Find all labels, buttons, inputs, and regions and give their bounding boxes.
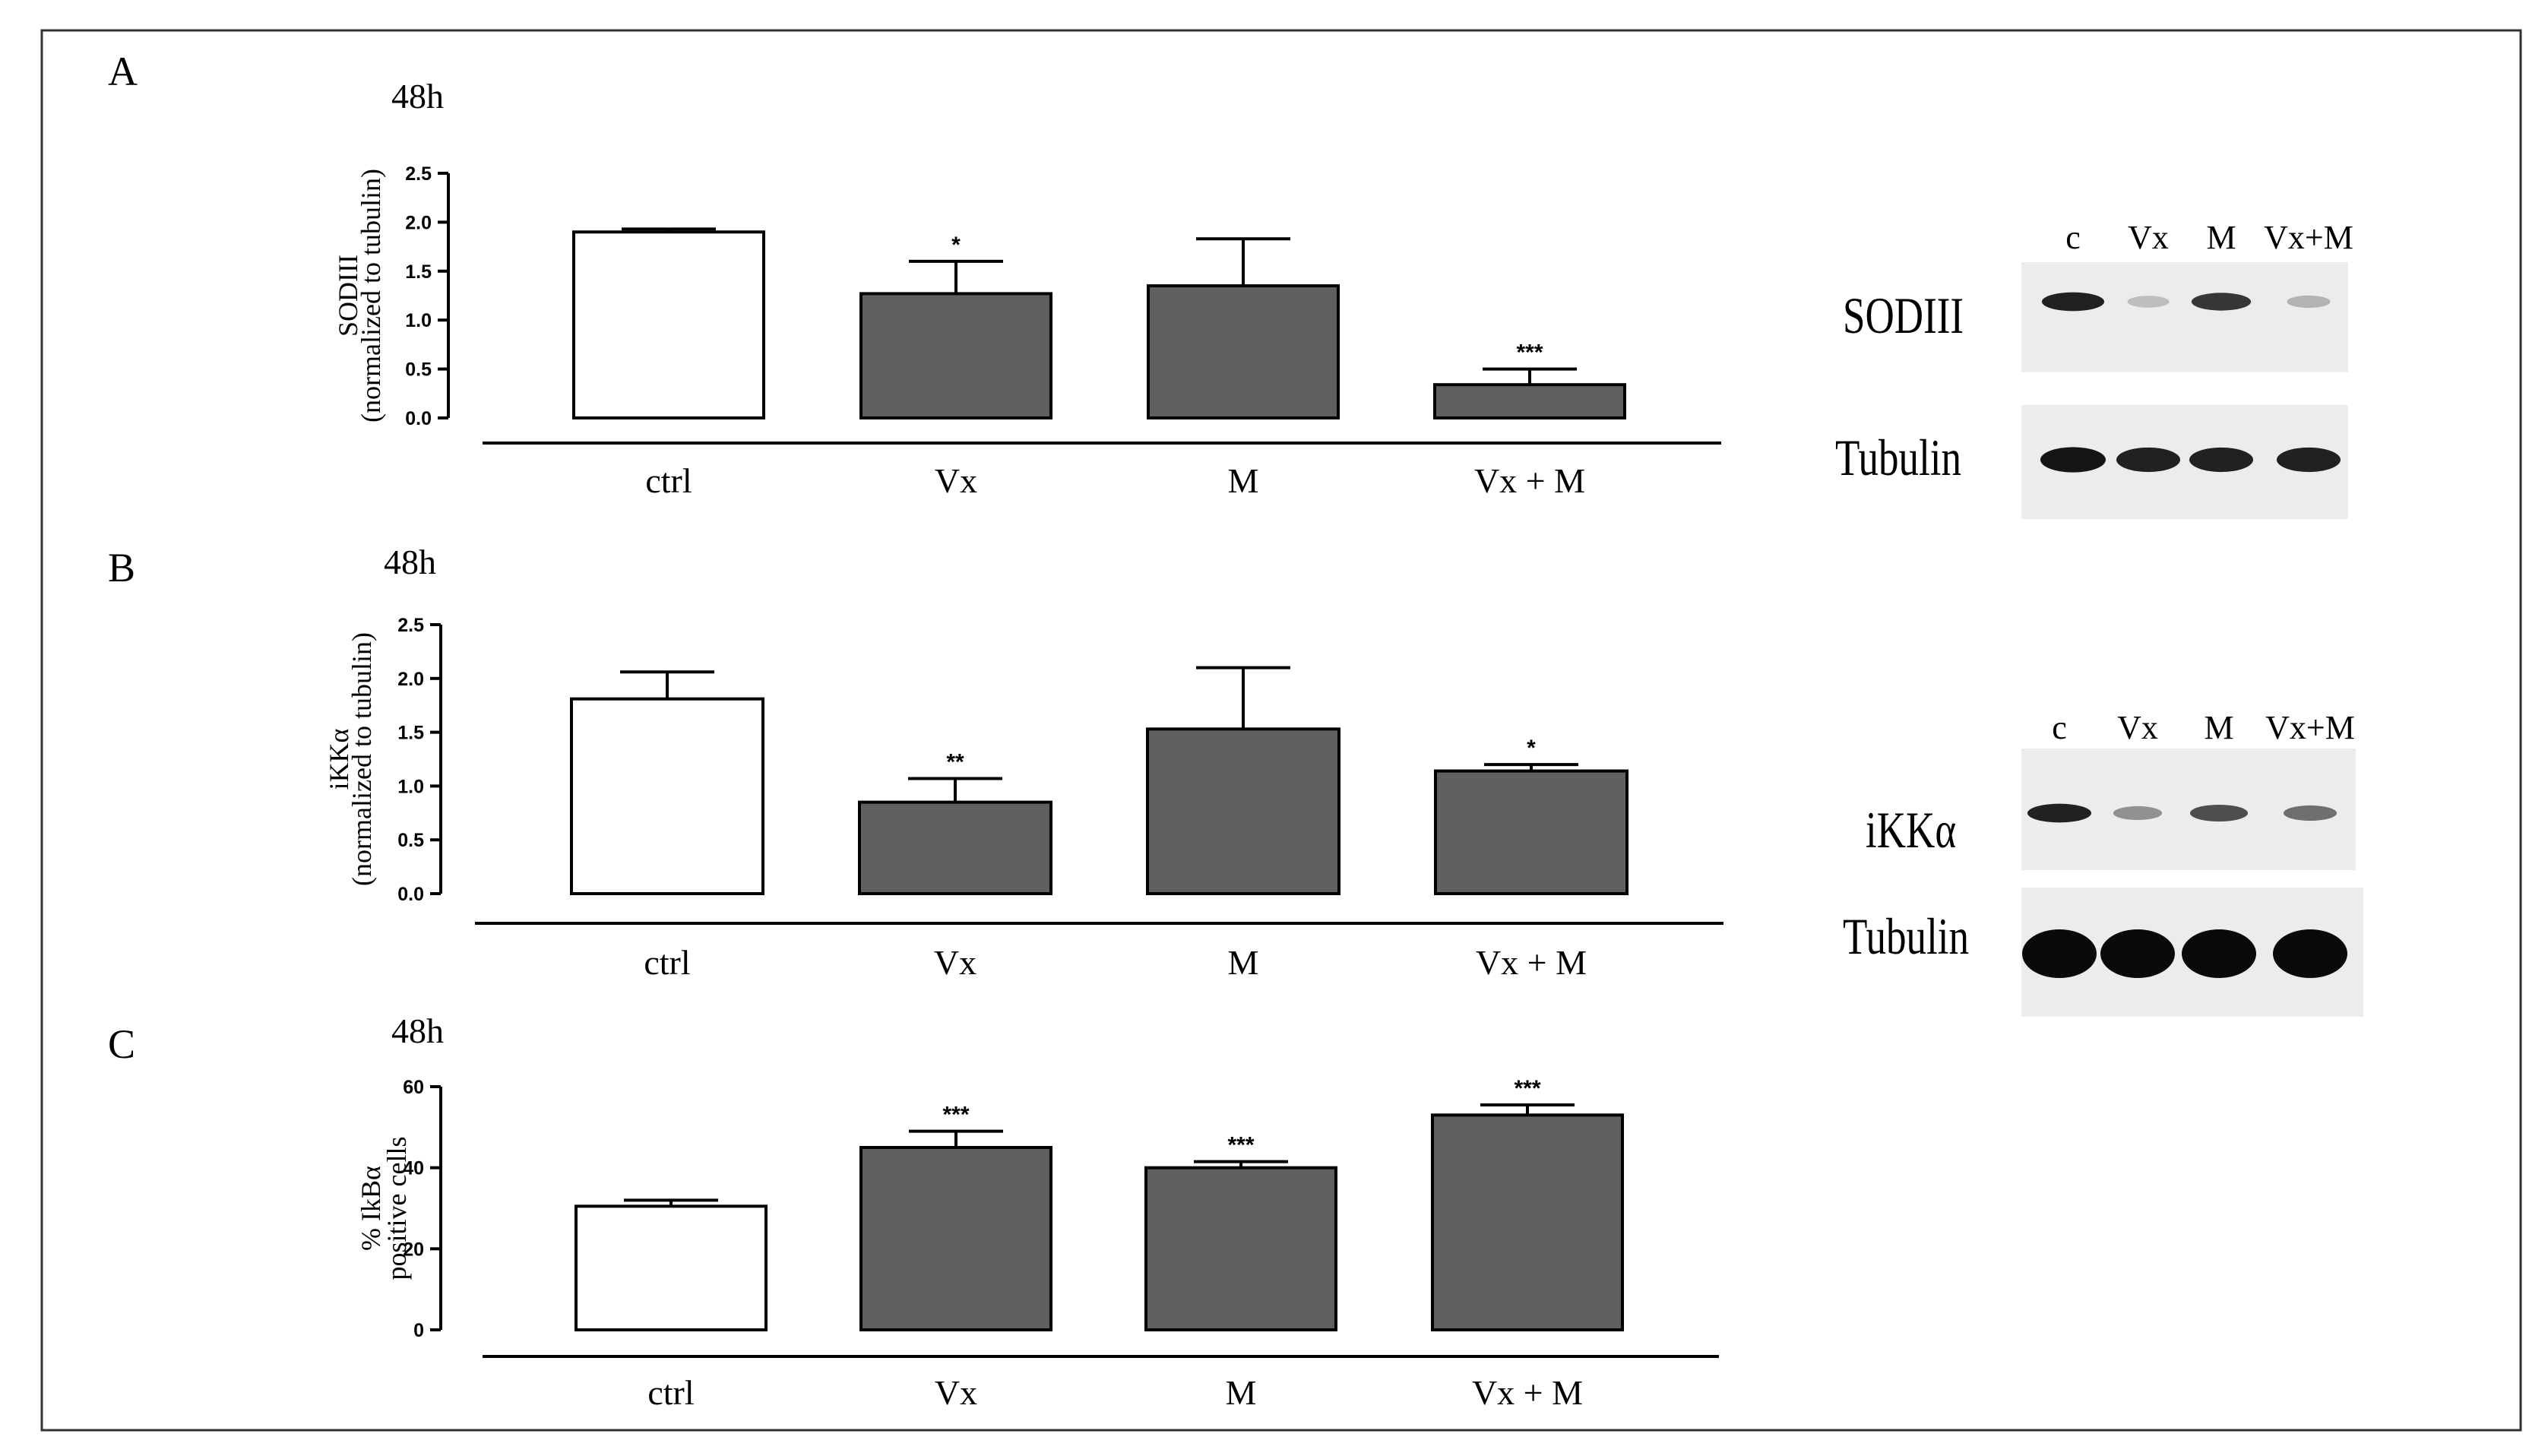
blot-band (2182, 929, 2256, 978)
y-axis-label: iKKα (324, 728, 354, 790)
blot-membrane (2021, 262, 2348, 372)
blot-band (2127, 296, 2170, 308)
blot-row-label: Tubulin (1835, 430, 1961, 487)
significance-marker: * (951, 233, 961, 258)
blot-band (2113, 806, 2163, 821)
y-tick-label: 0.0 (405, 408, 432, 429)
y-tick-label: 2.5 (397, 615, 424, 636)
bar (859, 1146, 1052, 1331)
lane-label: Vx (2128, 219, 2169, 256)
x-category-label: Vx (935, 1373, 977, 1412)
x-category-label: ctrl (647, 1373, 694, 1412)
significance-marker: *** (1514, 1076, 1540, 1101)
x-category-label: Vx + M (1476, 943, 1587, 982)
blot-band (2100, 929, 2175, 978)
x-category-label: Vx + M (1474, 461, 1585, 500)
blot-band (2041, 292, 2105, 312)
y-tick-label: 40 (403, 1158, 424, 1179)
y-tick-label: 2.5 (405, 163, 432, 185)
chart-a: 0.0 0.5 1.0 1.5 2.0 2.5 SODIII(normalized to t… (333, 163, 1721, 500)
x-category-label: M (1228, 461, 1259, 500)
significance-marker: * (1527, 736, 1536, 761)
bar (1431, 1113, 1624, 1332)
x-category-label: Vx + M (1472, 1373, 1583, 1412)
blot-band (2191, 293, 2252, 311)
panel-a-time: 48h (391, 77, 444, 116)
lane-label: Vx (2117, 709, 2158, 746)
panel-letter-c: C (108, 1021, 135, 1067)
bar (1433, 383, 1626, 420)
blot-band (2273, 929, 2347, 978)
blot-row-label: iKKα (1866, 802, 1956, 859)
lane-label: c (2052, 709, 2067, 746)
x-category-label: M (1226, 1373, 1257, 1412)
x-category-label: Vx (935, 461, 977, 500)
x-category-label: Vx (934, 943, 976, 982)
western-blot-a: c Vx M Vx+M SODIII Tubulin (1835, 219, 2353, 519)
blot-band (2027, 803, 2092, 823)
blot-row-label: SODIII (1843, 288, 1964, 345)
y-tick-label: 0.5 (405, 359, 432, 381)
blot-band (2040, 447, 2106, 473)
bar (570, 697, 764, 895)
y-axis-label-secondary: (normalized to tubulin) (347, 632, 377, 886)
significance-marker: ** (946, 749, 964, 774)
lane-label: M (2206, 219, 2236, 256)
y-axis-label: SODIII (333, 255, 363, 337)
panel-b-time: 48h (384, 543, 436, 581)
bar (1434, 769, 1629, 895)
y-tick-label: 1.0 (397, 776, 424, 797)
panel-c-time: 48h (391, 1011, 444, 1050)
bar (1146, 727, 1340, 895)
y-axis-label: % IkBα (356, 1166, 386, 1251)
bar (858, 800, 1052, 896)
significance-marker: *** (1227, 1133, 1254, 1158)
x-category-label: ctrl (645, 461, 692, 500)
lane-label: c (2065, 219, 2081, 256)
blot-band (2022, 929, 2097, 978)
blot-band (2276, 447, 2341, 473)
y-tick-label: 1.5 (405, 261, 432, 283)
lane-label: Vx+M (2265, 709, 2355, 746)
x-category-label: ctrl (644, 943, 690, 982)
y-tick-label: 60 (403, 1077, 424, 1098)
y-tick-label: 2.0 (405, 212, 432, 233)
y-tick-label: 0 (413, 1320, 424, 1341)
significance-marker: *** (1516, 340, 1543, 366)
blot-row-label: Tubulin (1843, 909, 1969, 966)
x-category-label: M (1228, 943, 1259, 982)
blot-band (2189, 804, 2249, 822)
lane-label: Vx+M (2264, 219, 2353, 256)
y-tick-label: 2.0 (397, 669, 424, 690)
bar (1144, 1166, 1337, 1331)
chart-b: 0.0 0.5 1.0 1.5 2.0 2.5 iKKα(normalized to tub… (324, 615, 1723, 982)
panel-letter-b: B (108, 545, 135, 590)
y-tick-label: 1.0 (405, 310, 432, 331)
significance-marker: *** (942, 1103, 969, 1128)
bar (859, 292, 1052, 420)
lane-label: M (2204, 709, 2233, 746)
y-tick-label: 20 (403, 1239, 424, 1260)
panel-letter-a: A (108, 49, 138, 94)
bar (1147, 284, 1340, 419)
blot-band (2189, 447, 2254, 473)
bar (572, 230, 765, 419)
blot-band (2283, 805, 2338, 821)
y-tick-label: 1.5 (397, 723, 424, 744)
figure-border (40, 29, 2522, 1432)
y-tick-label: 0.0 (397, 884, 424, 905)
y-axis-label-secondary: positive cells (381, 1137, 412, 1280)
blot-band (2287, 295, 2331, 309)
bar (574, 1204, 768, 1332)
blot-band (2116, 447, 2181, 473)
western-blot-b: c Vx M Vx+M iKKα Tubulin (1843, 709, 2363, 1017)
y-axis-label-secondary: (normalized to tubulin) (356, 169, 386, 423)
y-tick-label: 0.5 (397, 830, 424, 851)
